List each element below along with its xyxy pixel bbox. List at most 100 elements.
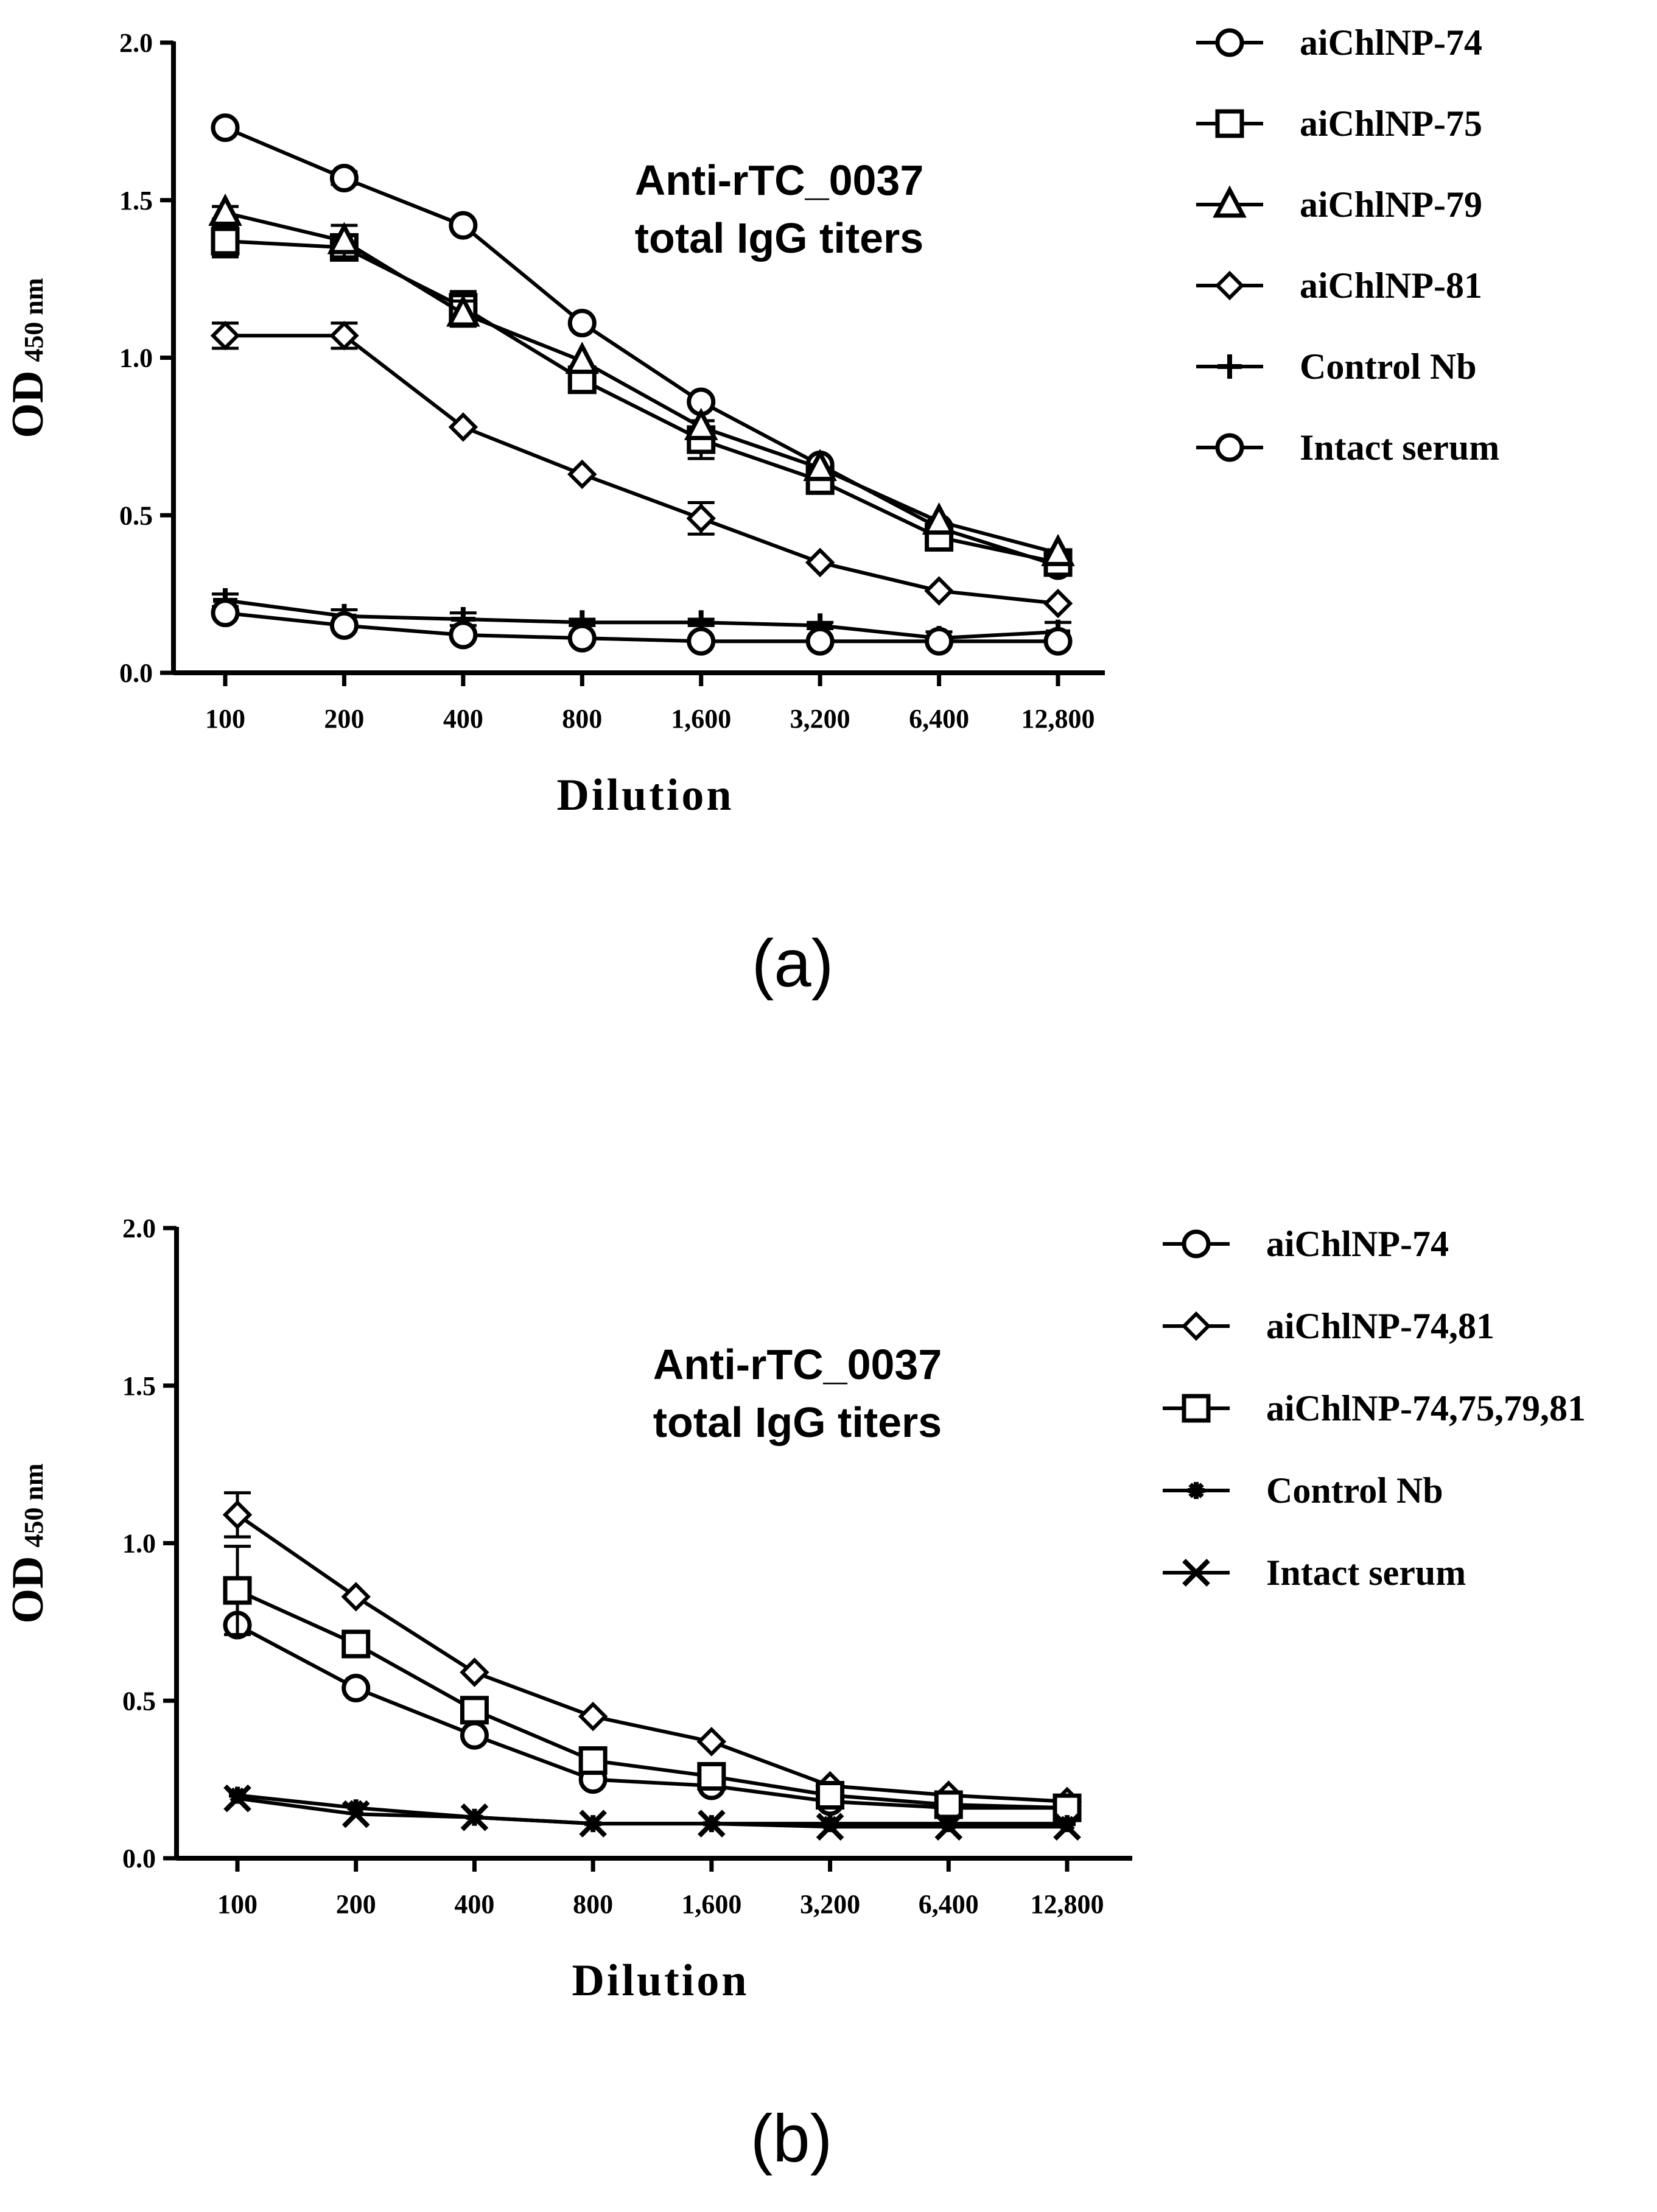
legend-label: Intact serum — [1266, 1553, 1466, 1593]
data-point — [211, 226, 240, 256]
y-tick-label: 2.0 — [122, 1213, 156, 1243]
data-point — [925, 627, 954, 656]
panel-b-chart: 0.0 0.5 1.0 1.5 2.0 100 200 400 800 1,600 3,200 6,4… — [3, 1213, 1586, 2176]
legend-marker — [1215, 109, 1244, 138]
data-point — [449, 620, 478, 650]
data-point — [1043, 588, 1073, 619]
series-group — [223, 1784, 1081, 1841]
legend-marker — [1215, 433, 1244, 462]
chart-annotation: Anti-rTC_0037 — [653, 1341, 942, 1388]
y-axis-title-sub: 450 nm — [19, 278, 49, 362]
x-tick-label: 1,600 — [681, 1889, 741, 1919]
data-point — [687, 627, 716, 656]
y-tick-label: 0.0 — [119, 658, 153, 688]
data-point — [223, 1576, 252, 1605]
data-point — [684, 407, 718, 440]
legend-item: Intact serum — [1196, 427, 1499, 468]
data-point — [1041, 533, 1075, 566]
x-tick-label: 100 — [205, 704, 245, 734]
data-point — [342, 1629, 371, 1659]
data-point — [342, 1674, 371, 1703]
data-point — [1043, 627, 1073, 656]
legend-item: Control Nb — [1163, 1470, 1443, 1511]
legend-label: Control Nb — [1266, 1470, 1443, 1511]
series-line — [236, 1623, 1067, 1810]
chart-annotation: Anti-rTC_0037 — [635, 156, 924, 204]
data-point — [578, 1701, 608, 1732]
series-group — [210, 321, 1073, 619]
series-line — [236, 1513, 1068, 1803]
data-point — [805, 547, 835, 578]
legend-label: aiChlNP-74,75,79,81 — [1266, 1388, 1586, 1428]
data-point — [210, 321, 240, 351]
data-point — [347, 1799, 365, 1817]
data-point — [329, 321, 359, 351]
data-point — [1053, 1813, 1081, 1841]
y-tick-label: 2.0 — [119, 28, 153, 58]
data-point — [567, 309, 597, 338]
legend-label: Control Nb — [1300, 346, 1477, 387]
legend-marker — [1188, 1482, 1205, 1499]
legend-item: aiChlNP-74 — [1196, 23, 1482, 63]
x-tick-label: 1,600 — [671, 704, 731, 734]
data-point — [446, 294, 480, 327]
x-tick-label: 200 — [336, 1889, 376, 1919]
series-line — [237, 1796, 1067, 1829]
x-tick-label: 12,800 — [1021, 704, 1095, 734]
data-point — [803, 449, 837, 482]
series-line — [225, 611, 1058, 644]
legend-marker — [1214, 270, 1245, 301]
x-tick-label: 3,200 — [790, 704, 850, 734]
data-point — [329, 611, 359, 640]
series-group — [208, 193, 1075, 566]
data-point — [579, 1810, 607, 1838]
data-point — [578, 1746, 608, 1775]
y-axis-title-main: OD — [3, 1556, 53, 1624]
data-point — [460, 1721, 489, 1750]
legend-marker — [1213, 185, 1247, 218]
data-point — [696, 1727, 727, 1757]
panel-label: (b) — [751, 2101, 832, 2176]
panel-a-chart: 0.0 0.5 1.0 1.5 2.0 100 200 400 800 1,600 3,200 6,4… — [3, 23, 1499, 1001]
legend-item: aiChlNP-79 — [1196, 184, 1482, 225]
panel-label: (a) — [752, 926, 833, 1001]
data-point — [211, 113, 240, 142]
x-tick-label: 12,800 — [1031, 1889, 1104, 1919]
legend-label: aiChlNP-75 — [1300, 104, 1482, 144]
legend-marker — [1182, 1229, 1211, 1259]
data-point — [460, 1803, 489, 1831]
series-line — [224, 125, 1059, 567]
y-tick-label: 0.5 — [122, 1686, 156, 1716]
legend-label: aiChlNP-81 — [1300, 265, 1482, 306]
data-point — [341, 1582, 371, 1612]
x-tick-label: 200 — [324, 704, 364, 734]
y-tick-label: 0.0 — [122, 1844, 156, 1873]
data-point — [934, 1790, 963, 1819]
series-group — [223, 1545, 1082, 1822]
series-line — [236, 1589, 1068, 1810]
data-point — [222, 1500, 253, 1530]
x-axis-title: Dilution — [572, 1956, 749, 2006]
x-tick-label: 100 — [217, 1889, 257, 1919]
data-point — [697, 1761, 726, 1791]
data-point — [567, 623, 597, 653]
legend-label: aiChlNP-74 — [1300, 23, 1482, 63]
data-point — [329, 164, 359, 193]
legend-item: Control Nb — [1196, 346, 1477, 387]
y-axis-title-sub: 450 nm — [19, 1463, 49, 1547]
x-tick-label: 400 — [443, 704, 483, 734]
legend-item: aiChlNP-74,75,79,81 — [1163, 1388, 1586, 1428]
x-tick-label: 6,400 — [909, 704, 969, 734]
y-tick-label: 1.0 — [119, 343, 153, 373]
y-tick-label: 1.0 — [122, 1529, 156, 1559]
series-line — [225, 211, 1059, 555]
legend-marker — [1182, 1559, 1210, 1587]
legend-marker — [1181, 1311, 1211, 1341]
legend-marker — [1182, 1394, 1211, 1423]
data-point — [342, 1800, 370, 1828]
data-point — [448, 412, 478, 442]
data-point — [449, 211, 478, 240]
data-point — [460, 1696, 489, 1725]
legend-marker — [1217, 354, 1242, 379]
x-tick-label: 400 — [454, 1889, 494, 1919]
